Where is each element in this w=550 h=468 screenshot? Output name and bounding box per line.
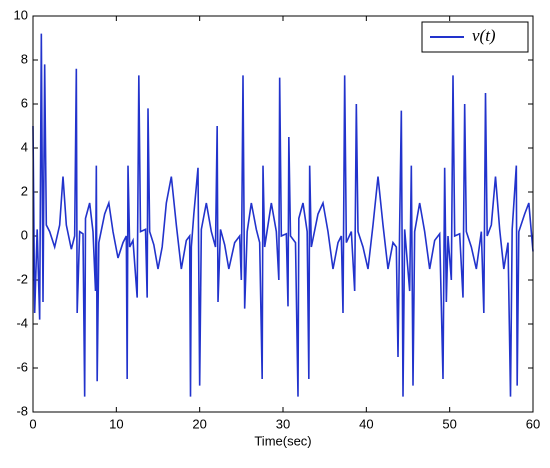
x-tick-label: 10: [109, 416, 123, 431]
y-tick-label: 6: [21, 95, 28, 110]
y-tick-label: -2: [16, 271, 28, 286]
x-tick-label: 40: [359, 416, 373, 431]
y-tick-label: -6: [16, 359, 28, 374]
y-tick-label: 10: [14, 7, 28, 22]
legend-label: v(t): [472, 26, 496, 45]
x-tick-label: 20: [192, 416, 206, 431]
y-tick-label: -8: [16, 403, 28, 418]
x-tick-label: 50: [442, 416, 456, 431]
x-tick-label: 30: [276, 416, 290, 431]
plot-frame: [32, 15, 534, 413]
data-line: [32, 33, 534, 397]
y-tick-label: 2: [21, 183, 28, 198]
y-tick-label: 8: [21, 51, 28, 66]
y-tick-label: 0: [21, 227, 28, 242]
x-tick-label: 0: [29, 416, 36, 431]
y-tick-label: -4: [16, 315, 28, 330]
x-axis-label: Time(sec): [254, 433, 311, 448]
y-tick-label: 4: [21, 139, 28, 154]
x-tick-label: 60: [526, 416, 540, 431]
